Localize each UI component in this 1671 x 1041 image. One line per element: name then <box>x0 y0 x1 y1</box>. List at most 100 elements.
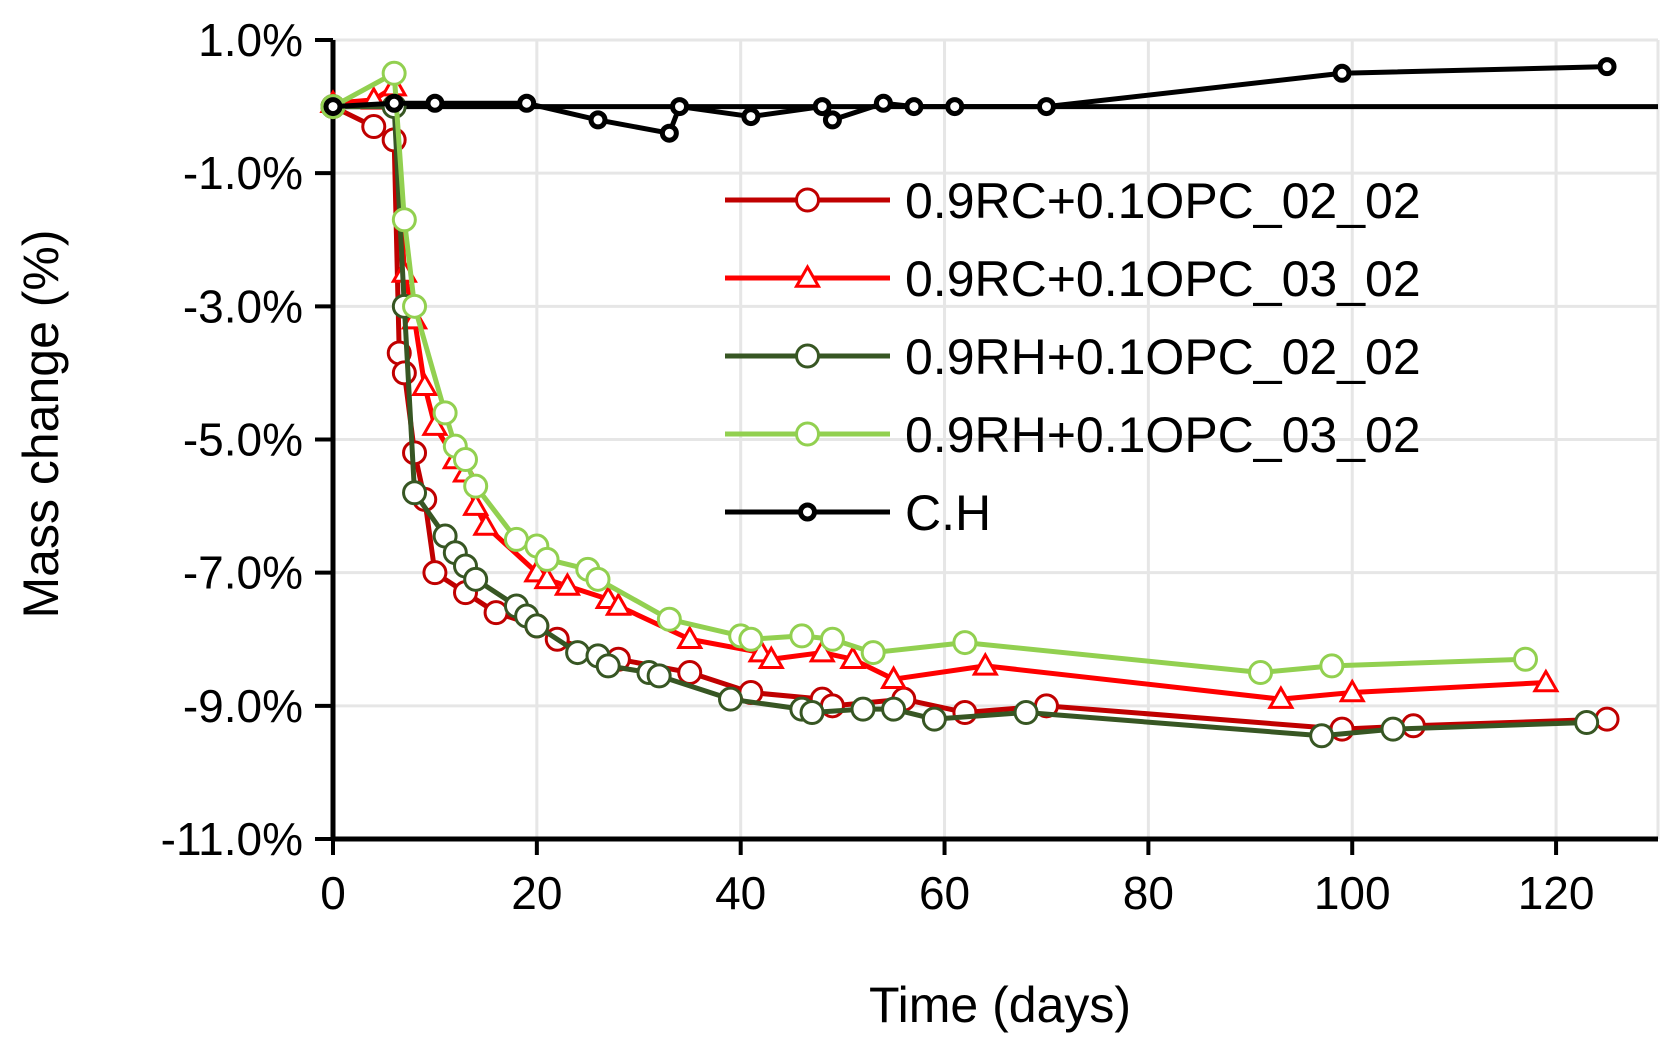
data-point <box>524 613 550 639</box>
y-tick-label: 1.0% <box>198 14 303 66</box>
legend: 0.9RC+0.1OPC_02_02 0.9RC+0.1OPC_03_02 0.9R… <box>725 173 1421 541</box>
legend-label: 0.9RH+0.1OPC_03_02 <box>905 407 1421 463</box>
data-point <box>881 696 907 722</box>
data-point <box>533 565 561 590</box>
data-point <box>483 600 509 626</box>
data-point <box>819 626 845 652</box>
data-point <box>822 110 842 130</box>
data-point <box>676 625 704 649</box>
data-point <box>503 526 529 552</box>
y-tick-label: -11.0% <box>161 813 303 865</box>
data-point <box>1380 716 1406 742</box>
data-point <box>1309 723 1335 749</box>
data-point <box>402 293 428 319</box>
data-point <box>1319 653 1345 679</box>
data-point <box>422 560 448 586</box>
data-point <box>839 645 867 669</box>
x-tick-label: 0 <box>320 867 346 919</box>
data-point <box>391 207 417 233</box>
data-point <box>1036 97 1056 117</box>
data-point <box>553 571 582 596</box>
data-point <box>670 97 690 117</box>
data-point <box>1532 668 1560 693</box>
data-point <box>812 97 832 117</box>
data-point <box>411 372 439 396</box>
data-point <box>1332 63 1352 83</box>
data-point <box>952 699 978 725</box>
data-point <box>879 665 908 689</box>
data-point <box>799 699 825 725</box>
legend-swatch-marker <box>798 502 817 522</box>
data-point <box>873 93 893 113</box>
data-point <box>945 97 965 117</box>
series-line <box>332 84 1547 702</box>
series-3 <box>320 94 1600 749</box>
y-tick-label: -1.0% <box>183 147 303 199</box>
data-point <box>850 696 876 722</box>
data-point <box>904 97 924 117</box>
data-point <box>391 360 417 386</box>
data-point <box>361 114 387 140</box>
x-tick-label: 40 <box>715 867 766 919</box>
data-point <box>1267 685 1295 709</box>
series-4 <box>320 60 1538 686</box>
data-point <box>677 660 703 686</box>
data-point <box>656 606 682 632</box>
data-point <box>472 512 500 536</box>
data-point <box>1248 660 1273 686</box>
data-point <box>1338 678 1366 703</box>
data-point <box>1013 699 1039 725</box>
y-tick-label: -9.0% <box>183 680 303 732</box>
data-point <box>534 546 560 572</box>
data-point <box>585 566 611 592</box>
data-point <box>718 686 743 712</box>
tick-labels: 1.0% -1.0% -3.0% -5.0% -7.0% -9.0% -11.0% 0 20 40… <box>161 14 1595 919</box>
data-point <box>463 566 489 592</box>
data-point <box>453 446 478 472</box>
legend-label: C.H <box>905 485 991 541</box>
x-tick-label: 100 <box>1314 867 1391 919</box>
legend-swatch-marker <box>795 343 820 369</box>
data-point <box>1597 57 1617 77</box>
x-tick-label: 60 <box>919 867 970 919</box>
data-point <box>432 400 458 426</box>
data-point <box>738 626 764 652</box>
legend-entry: 0.9RH+0.1OPC_03_02 <box>725 407 1421 463</box>
series-group <box>319 57 1620 749</box>
data-point <box>1594 706 1620 732</box>
y-tick-label: -7.0% <box>183 547 303 599</box>
x-axis-title: Time (days) <box>869 977 1131 1033</box>
legend-swatch-marker <box>795 421 820 447</box>
data-point <box>1574 709 1600 735</box>
legend-swatch-marker <box>795 187 820 213</box>
data-point <box>402 480 428 506</box>
data-point <box>323 97 343 117</box>
data-point <box>421 412 449 436</box>
data-point <box>381 60 407 86</box>
data-point <box>595 653 621 679</box>
data-point <box>565 640 591 666</box>
legend-entry: 0.9RC+0.1OPC_02_02 <box>725 173 1421 229</box>
data-point <box>741 107 761 127</box>
y-tick-label: -5.0% <box>183 414 303 466</box>
x-tick-label: 20 <box>511 867 562 919</box>
legend-entry: 0.9RC+0.1OPC_03_02 <box>725 251 1421 307</box>
data-point <box>588 110 608 130</box>
data-point <box>463 473 489 499</box>
legend-entry: 0.9RH+0.1OPC_02_02 <box>725 329 1421 385</box>
y-tick-label: -3.0% <box>183 280 303 332</box>
data-point <box>860 640 886 666</box>
data-point <box>646 663 672 689</box>
y-axis-title: Mass change (%) <box>13 229 69 618</box>
data-point <box>952 630 978 656</box>
data-point <box>757 645 785 669</box>
data-point <box>384 93 404 113</box>
data-point <box>808 638 836 663</box>
legend-label: 0.9RC+0.1OPC_03_02 <box>905 251 1421 307</box>
data-point <box>659 123 679 143</box>
x-tick-label: 80 <box>1123 867 1174 919</box>
data-point <box>789 623 815 649</box>
series-line <box>332 64 1608 136</box>
data-point <box>971 651 999 676</box>
data-point <box>462 492 490 516</box>
